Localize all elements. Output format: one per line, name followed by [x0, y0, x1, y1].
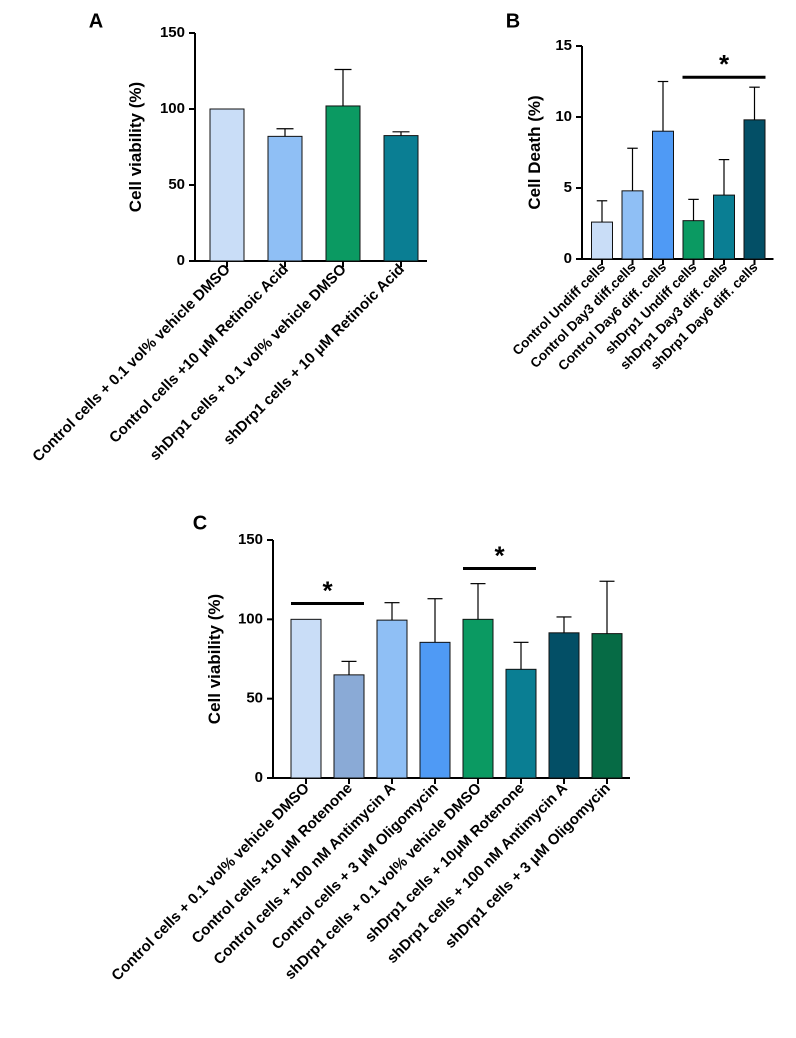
significance-star: *	[322, 575, 333, 605]
bar	[290, 618, 322, 779]
x-tick-label: Control cells + 0.1 vol% vehicle DMSO	[108, 780, 313, 985]
y-tick-label: 100	[238, 610, 263, 627]
y-tick-label: 50	[168, 176, 185, 193]
bar	[419, 641, 451, 779]
y-tick-label: 100	[160, 100, 185, 117]
bar	[743, 119, 766, 260]
y-tick-label: 50	[246, 690, 263, 707]
bar	[333, 674, 365, 779]
panel-label: A	[89, 10, 103, 32]
bar	[713, 194, 735, 260]
chart-panel-c: C Cell viability (%) 0 50 100 150 Control cell…	[108, 512, 630, 984]
bar	[505, 668, 537, 779]
bar	[548, 632, 580, 779]
bar	[383, 135, 419, 262]
bar	[462, 618, 494, 779]
y-axis-label: Cell viability (%)	[205, 594, 224, 724]
chart-panel-a: A Cell viability (%) 0 50 100 150 Control cell…	[29, 10, 427, 465]
y-tick-label: 15	[555, 37, 572, 54]
significance-star: *	[494, 541, 505, 571]
x-tick-label: Control cells + 0.1 vol% vehicle DMSO	[29, 261, 234, 466]
bar	[209, 108, 245, 262]
panel-label: B	[506, 10, 520, 32]
y-tick-label: 0	[564, 250, 572, 267]
y-tick-label: 0	[177, 252, 185, 269]
bar	[621, 190, 644, 260]
bar	[591, 633, 623, 779]
bar	[267, 135, 303, 262]
panel-label: C	[193, 512, 207, 534]
x-tick-label: shDrp1 cells + 10μM Rotenone	[362, 780, 528, 946]
y-tick-label: 150	[160, 24, 185, 41]
y-axis-label: Cell viability (%)	[126, 82, 145, 212]
y-tick-label: 5	[564, 179, 572, 196]
bar	[376, 619, 408, 779]
x-tick-label: shDrp1 cells + 0.1 vol% vehicle DMSO	[282, 780, 486, 984]
bar	[682, 220, 705, 260]
bar	[652, 130, 674, 260]
y-tick-label: 150	[238, 531, 263, 548]
significance-star: *	[719, 49, 730, 79]
y-tick-label: 10	[555, 108, 572, 125]
y-tick-label: 0	[255, 769, 263, 786]
bar	[591, 221, 613, 260]
bar	[325, 105, 361, 262]
y-axis-label: Cell Death (%)	[525, 95, 544, 209]
